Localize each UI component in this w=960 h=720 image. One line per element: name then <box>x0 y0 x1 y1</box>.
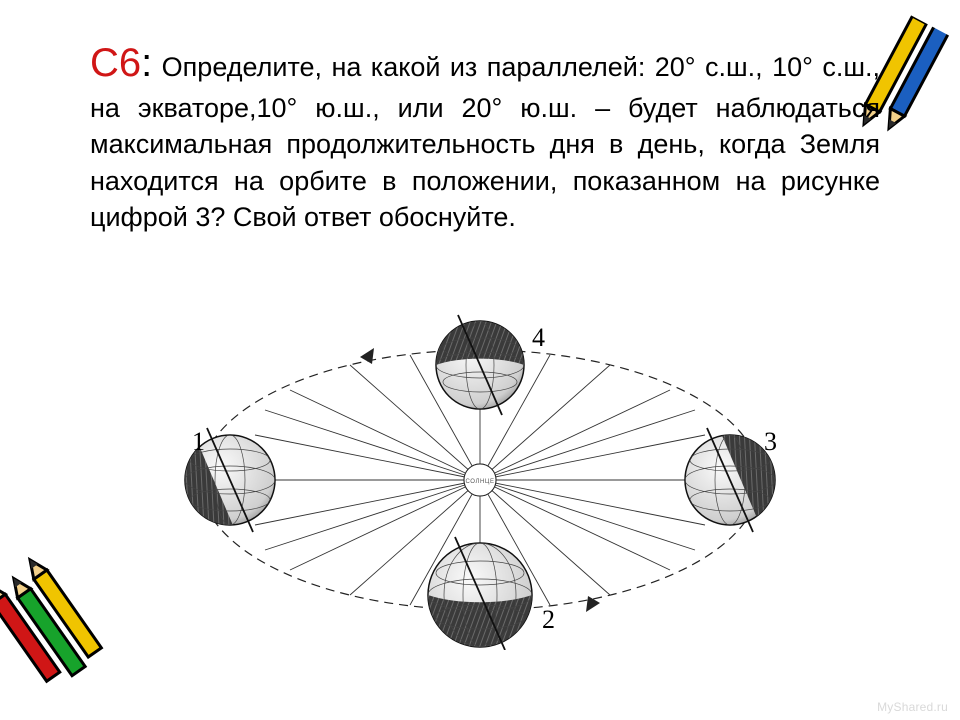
earth-label-1: 1 <box>192 427 205 456</box>
sun-label: СОЛНЦЕ <box>465 479 494 485</box>
earth-pos-4: 4 <box>436 315 545 415</box>
orbit-arrow <box>360 348 374 364</box>
question-colon: : <box>141 41 152 85</box>
earth-label-2: 2 <box>542 605 555 634</box>
question-block: С6: Определите, на какой из параллелей: … <box>90 36 880 236</box>
earth-pos-3: 3 <box>685 409 800 532</box>
earth-label-3: 3 <box>764 427 777 456</box>
question-text: Определите, на какой из параллелей: 20° … <box>90 52 880 232</box>
earth-label-4: 4 <box>532 323 545 352</box>
question-label: С6 <box>90 41 141 85</box>
earth-pos-1: 1 <box>160 427 275 551</box>
earth-orbit-diagram: СОЛНЦЕ 1 4 <box>160 310 800 650</box>
watermark: MyShared.ru <box>877 700 948 714</box>
pencil-decor-bottom-left <box>0 513 167 708</box>
earth-pos-2: 2 <box>428 537 555 650</box>
